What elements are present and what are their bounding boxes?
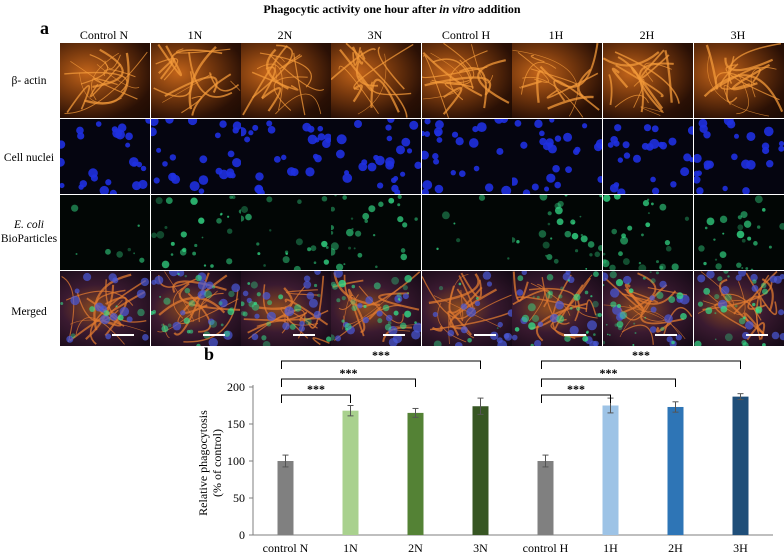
scale-bar <box>203 334 225 336</box>
scale-bar <box>746 334 768 336</box>
panel-label-a: a <box>40 18 49 38</box>
bar-1n <box>342 410 359 535</box>
x-tick-label: 1H <box>603 541 618 555</box>
micrograph-nuclei-3h <box>694 119 784 194</box>
y-axis-label-line2: (% of control) <box>210 429 224 497</box>
phagocytosis-bar-chart: Relative phagocytosis (% of control) 0 50… <box>196 348 773 555</box>
column-label-3h: 3H <box>730 28 746 42</box>
column-label-2n: 2N <box>277 28 293 42</box>
x-tick-label: 1N <box>343 541 358 555</box>
significance-label: *** <box>372 348 390 362</box>
scale-bar <box>474 334 496 336</box>
y-tick-label: 200 <box>227 380 245 394</box>
title-italic: in vitro <box>439 2 475 16</box>
significance-bracket <box>541 394 611 403</box>
micrograph-actin-control-h <box>422 43 512 118</box>
micrograph-merged-1h <box>512 271 602 346</box>
bar-1h <box>602 405 619 535</box>
y-tick-label: 0 <box>239 528 245 542</box>
micrograph-nuclei-1n <box>151 119 241 194</box>
panel-label-b: b <box>204 344 215 364</box>
micrograph-merged-1n <box>151 271 241 346</box>
micrograph-nuclei-control-n <box>60 119 150 194</box>
micrograph-actin-2n <box>241 43 331 118</box>
micrograph-nuclei-3n <box>331 119 421 194</box>
x-tick-label: 2N <box>408 541 423 555</box>
significance-label: *** <box>600 366 618 380</box>
scale-bar <box>112 334 134 336</box>
micrograph-actin-1n <box>151 43 241 118</box>
significance-bracket <box>281 360 481 369</box>
micrograph-actin-3n <box>331 43 421 118</box>
bar-control-n <box>277 461 294 535</box>
micrograph-nuclei-2n <box>241 119 331 194</box>
y-tick-label: 100 <box>227 454 245 468</box>
bar-2h <box>667 406 684 535</box>
scale-bar <box>383 334 405 336</box>
row-label-actin: β- actin <box>11 75 47 87</box>
row-label-merged: Merged <box>11 306 47 318</box>
micrograph-merged-3n <box>331 271 421 346</box>
row-label-ecoli-text: BioParticles <box>0 233 58 245</box>
column-label-control-n: Control N <box>79 28 129 42</box>
row-label-nuclei: Cell nuclei <box>3 152 55 164</box>
significance-label: *** <box>307 382 325 396</box>
title-post: addition <box>474 2 521 16</box>
micrograph-nuclei-2h <box>603 119 693 194</box>
significance-label: *** <box>340 366 358 380</box>
micrograph-ecoli-1h <box>512 195 602 270</box>
micrograph-merged-control-h <box>422 271 512 346</box>
significance-label: *** <box>567 382 585 396</box>
row-label-ecoli-italic: E. coli <box>13 219 45 231</box>
micrograph-grid <box>60 43 784 347</box>
micrograph-ecoli-control-h <box>422 195 512 270</box>
x-tick-label: control N <box>263 541 309 555</box>
x-tick-label: 3H <box>733 541 748 555</box>
bar-3h <box>732 396 749 535</box>
x-tick-label: 2H <box>668 541 683 555</box>
micrograph-actin-1h <box>512 43 602 118</box>
micrograph-merged-3h <box>694 271 784 346</box>
figure-title: Phagocytic activity one hour after in vi… <box>0 2 784 17</box>
column-label-1h: 1H <box>548 28 564 42</box>
significance-label: *** <box>632 348 650 362</box>
significance-bracket <box>541 360 741 369</box>
micrograph-ecoli-3n <box>331 195 421 270</box>
micrograph-ecoli-control-n <box>60 195 150 270</box>
column-label-1n: 1N <box>187 28 203 42</box>
column-label-control-h: Control H <box>441 28 491 42</box>
scale-bar <box>655 334 677 336</box>
column-label-3n: 3N <box>367 28 383 42</box>
y-axis-label-line1: Relative phagocytosis <box>196 410 210 516</box>
micrograph-merged-2h <box>603 271 693 346</box>
y-tick-label: 150 <box>227 417 245 431</box>
micrograph-actin-control-n <box>60 43 150 118</box>
micrograph-ecoli-1n <box>151 195 241 270</box>
x-tick-label: control H <box>523 541 569 555</box>
x-tick-label: 3N <box>473 541 488 555</box>
micrograph-ecoli-3h <box>694 195 784 270</box>
micrograph-actin-3h <box>694 43 784 118</box>
micrograph-merged-2n <box>241 271 331 346</box>
micrograph-nuclei-1h <box>512 119 602 194</box>
significance-bracket <box>541 378 676 387</box>
bar-control-h <box>537 461 554 535</box>
bar-2n <box>407 412 424 535</box>
y-tick-label: 50 <box>233 491 245 505</box>
micrograph-actin-2h <box>603 43 693 118</box>
micrograph-merged-control-n <box>60 271 150 346</box>
row-label-ecoli: E. coli BioParticles <box>0 218 58 246</box>
bar-3n <box>472 406 489 535</box>
scale-bar <box>293 334 315 336</box>
column-label-2h: 2H <box>639 28 655 42</box>
micrograph-nuclei-control-h <box>422 119 512 194</box>
significance-bracket <box>281 394 351 403</box>
scale-bar <box>564 334 586 336</box>
micrograph-ecoli-2n <box>241 195 331 270</box>
significance-bracket <box>281 378 416 387</box>
micrograph-ecoli-2h <box>603 195 693 270</box>
title-pre: Phagocytic activity one hour after <box>263 2 440 16</box>
